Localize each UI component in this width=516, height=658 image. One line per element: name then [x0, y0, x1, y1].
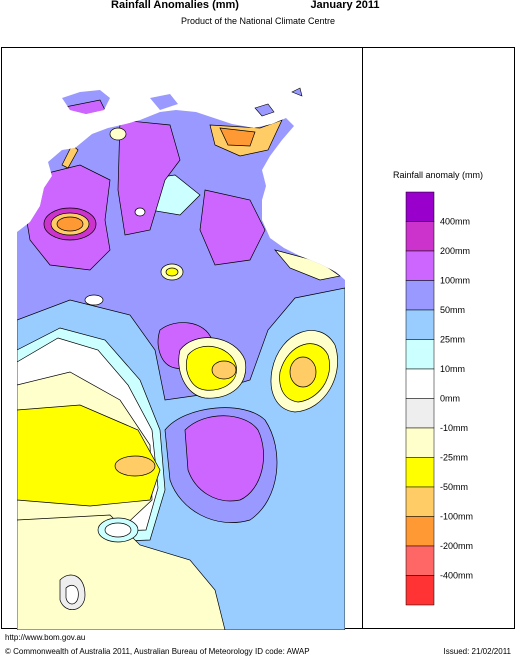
legend-label: -50mm: [440, 482, 468, 492]
url: http://www.bom.gov.au: [5, 633, 85, 642]
legend-swatch: [405, 339, 435, 370]
legend-label: -10mm: [440, 423, 468, 433]
legend-swatch: [405, 280, 435, 311]
legend-label: 25mm: [440, 335, 465, 345]
islands: [254, 87, 303, 117]
legend-label: 50mm: [440, 305, 465, 315]
legend-swatch: [405, 575, 435, 606]
copyright: © Commonwealth of Australia 2011, Austra…: [5, 647, 253, 656]
period: January 2011: [310, 0, 379, 11]
legend-swatch: [405, 250, 435, 281]
legend-swatch: [405, 457, 435, 488]
legend-label: 100mm: [440, 276, 470, 286]
legend-swatch: [405, 545, 435, 576]
legend-title: Rainfall anomaly (mm): [393, 170, 483, 180]
legend-swatch: [405, 221, 435, 252]
legend-label: 200mm: [440, 246, 470, 256]
issued: Issued: 21/02/2011: [444, 647, 512, 656]
legend-label: 0mm: [440, 394, 460, 404]
legend: 400mm 200mm 100mm 50mm 25mm 10mm 0mm -10mm -25mm…: [405, 191, 473, 606]
legend-label: -25mm: [440, 453, 468, 463]
legend-label: 400mm: [440, 217, 470, 227]
legend-label: 10mm: [440, 364, 465, 374]
legend-swatch: [405, 309, 435, 340]
subtitle: Product of the National Climate Centre: [181, 16, 335, 26]
legend-swatch: [405, 486, 435, 517]
id-code: ID code: AWAP: [255, 647, 310, 656]
legend-label: -200mm: [440, 541, 473, 551]
legend-label: -400mm: [440, 571, 473, 581]
legend-swatch: [405, 398, 435, 429]
legend-swatch: [405, 191, 435, 222]
legend-swatch: [405, 427, 435, 458]
legend-swatch: [405, 368, 435, 399]
map: [17, 90, 345, 630]
title: Rainfall Anomalies (mm): [111, 0, 239, 11]
legend-swatch: [405, 516, 435, 547]
legend-label: -100mm: [440, 512, 473, 522]
